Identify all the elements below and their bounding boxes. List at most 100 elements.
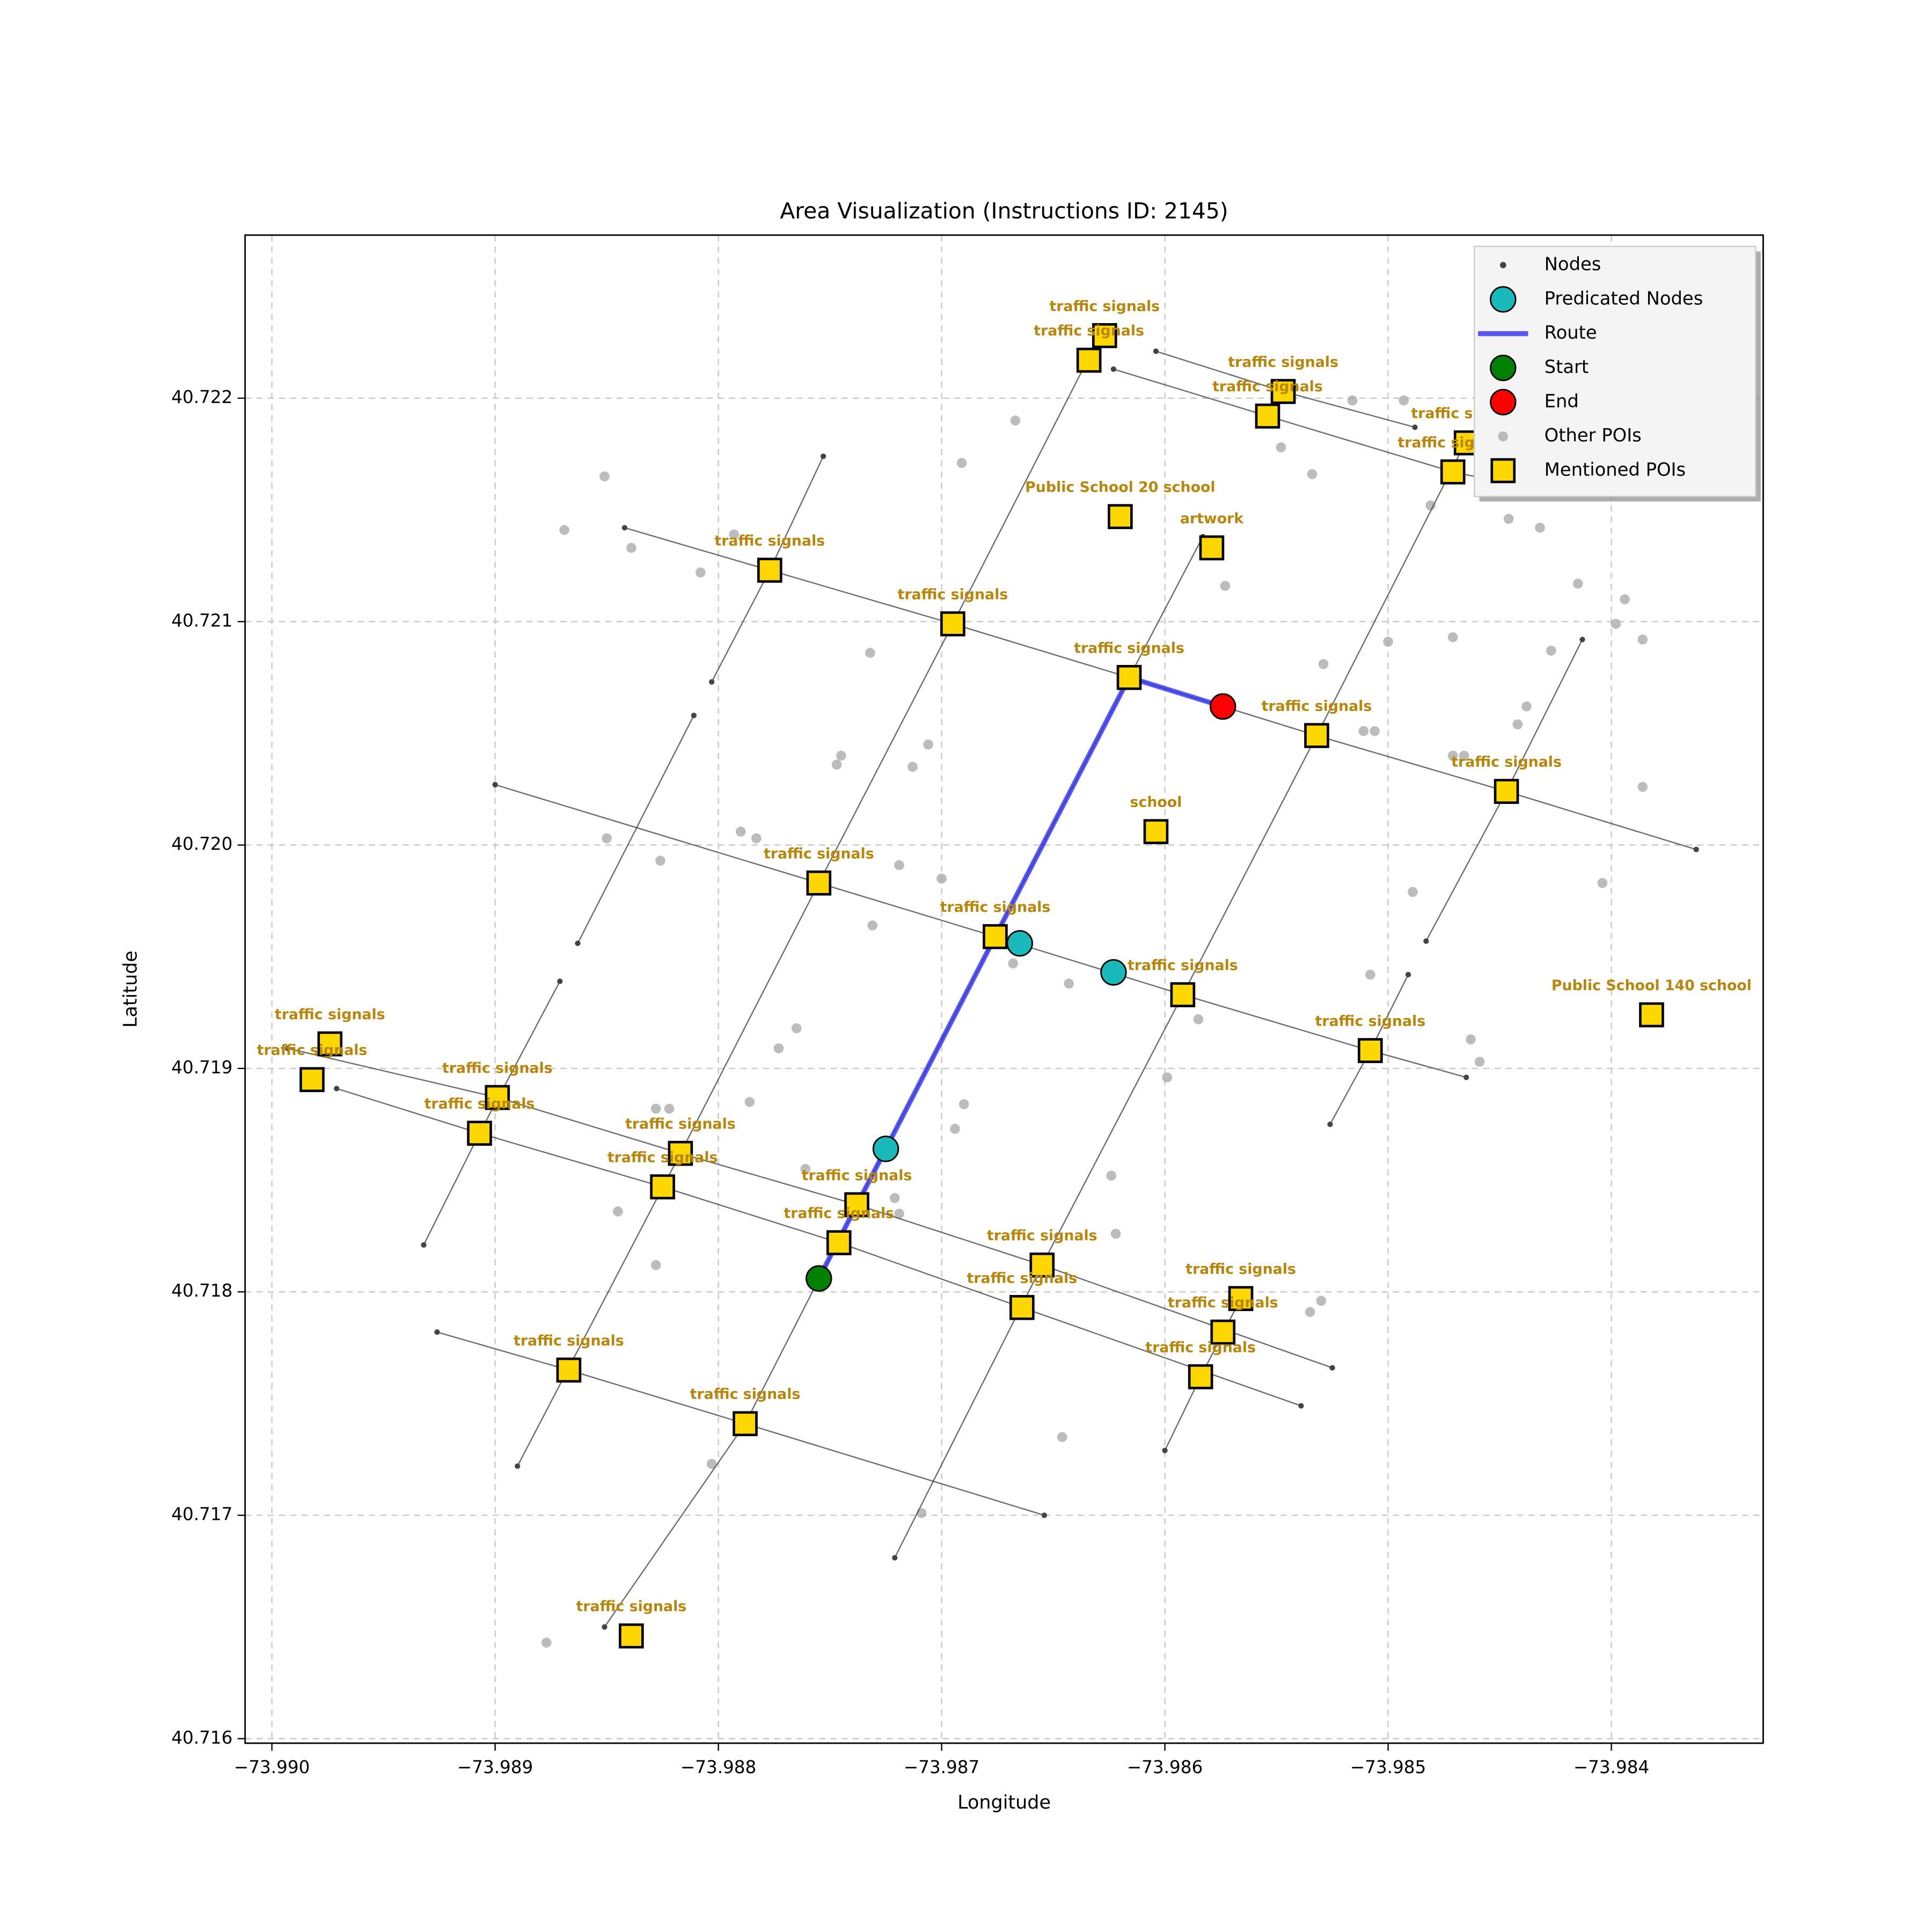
node — [1110, 366, 1117, 372]
other-poi — [664, 1103, 675, 1114]
poi-label: Public School 140 school — [1552, 977, 1752, 994]
poi-label: traffic signals — [1168, 1294, 1278, 1311]
y-tick-label: 40.721 — [171, 610, 232, 631]
street-edge — [437, 1331, 1045, 1516]
y-tick-label: 40.719 — [171, 1057, 232, 1078]
other-poi — [706, 1459, 717, 1469]
other-poi — [1637, 634, 1648, 645]
poi-label: traffic signals — [625, 1116, 736, 1132]
x-tick-label: −73.987 — [904, 1757, 979, 1777]
legend-label: Route — [1545, 322, 1597, 343]
node — [1153, 348, 1159, 354]
y-tick-label: 40.716 — [171, 1728, 232, 1748]
mentioned-poi — [556, 1357, 582, 1383]
other-poi — [1358, 726, 1369, 736]
predicted-node — [872, 1136, 899, 1162]
mentioned-poi — [1210, 1319, 1236, 1345]
node — [1298, 1403, 1304, 1409]
other-poi — [1064, 978, 1074, 989]
poi-label: artwork — [1180, 510, 1244, 527]
other-poi — [1193, 1014, 1204, 1024]
legend-label: End — [1545, 391, 1579, 412]
other-poi — [613, 1206, 623, 1217]
poi-label: traffic signals — [1228, 354, 1338, 370]
other-poi — [655, 855, 665, 866]
mentioned-poi — [299, 1067, 325, 1093]
x-tick-label: −73.988 — [680, 1757, 756, 1777]
x-tick-label: −73.985 — [1350, 1757, 1426, 1777]
node — [1405, 971, 1411, 978]
other-poi — [836, 750, 846, 761]
mentioned-poi — [1009, 1295, 1035, 1320]
other-poi — [889, 1193, 900, 1203]
legend-symbol — [1490, 286, 1517, 313]
mentioned-poi — [650, 1174, 675, 1199]
other-poi — [1408, 887, 1418, 897]
node — [621, 525, 628, 531]
other-poi — [599, 471, 610, 481]
mentioned-poi — [1440, 459, 1466, 485]
other-poi — [1474, 1057, 1485, 1067]
other-poi — [1106, 1170, 1117, 1181]
poi-label: traffic signals — [898, 586, 1008, 603]
other-poi — [735, 826, 746, 837]
poi-label: school — [1130, 794, 1182, 811]
legend-label: Other POIs — [1545, 425, 1642, 446]
other-poi — [650, 1103, 661, 1114]
poi-label: traffic signals — [1262, 698, 1372, 715]
other-poi — [1399, 395, 1409, 406]
other-poi — [1447, 632, 1458, 642]
other-poi — [1620, 594, 1630, 604]
mentioned-poi — [1228, 1286, 1254, 1311]
other-poi — [1365, 969, 1375, 980]
x-tick-label: −73.990 — [234, 1757, 310, 1777]
x-tick-label: −73.984 — [1574, 1757, 1649, 1777]
mentioned-poi — [1076, 347, 1102, 373]
node — [492, 782, 498, 788]
predicted-node — [1100, 959, 1127, 986]
other-poi — [923, 739, 933, 750]
node — [284, 1045, 290, 1051]
other-poi — [1512, 719, 1523, 730]
poi-label: Public School 20 school — [1025, 479, 1215, 496]
legend-box — [1474, 245, 1757, 497]
poi-label: traffic signals — [764, 845, 874, 862]
mentioned-poi — [1357, 1038, 1383, 1063]
y-tick-label: 40.717 — [171, 1504, 232, 1525]
other-poi — [950, 1123, 960, 1134]
other-poi — [602, 833, 612, 844]
poi-label: traffic signals — [425, 1096, 535, 1113]
other-poi — [1220, 581, 1231, 591]
node — [1329, 1365, 1335, 1371]
other-poi — [1347, 395, 1358, 406]
node — [1423, 938, 1429, 944]
poi-label: traffic signals — [1034, 323, 1144, 339]
mentioned-poi — [1143, 819, 1169, 844]
mentioned-poi — [1304, 723, 1329, 748]
node — [708, 679, 715, 685]
poi-label: traffic signals — [1145, 1339, 1256, 1356]
other-poi — [1637, 782, 1648, 792]
other-poi — [1572, 579, 1583, 589]
other-poi — [1546, 646, 1556, 656]
poi-label: traffic signals — [608, 1149, 718, 1166]
legend-symbol — [1490, 354, 1517, 382]
mentioned-poi — [1494, 779, 1519, 804]
other-poi — [1597, 878, 1608, 888]
other-poi — [773, 1043, 784, 1053]
poi-label: traffic signals — [1049, 298, 1160, 314]
poi-label: traffic signals — [257, 1042, 368, 1059]
node — [334, 1086, 340, 1092]
poi-label: traffic signals — [714, 532, 825, 549]
other-poi — [1316, 1296, 1327, 1306]
other-poi — [865, 648, 875, 658]
poi-label: traffic signals — [1128, 957, 1238, 974]
other-poi — [1305, 1307, 1315, 1317]
street-edge — [577, 715, 694, 944]
other-poi — [1110, 1228, 1121, 1239]
node — [820, 453, 826, 459]
mentioned-poi — [757, 558, 782, 583]
poi-label: traffic signals — [1074, 640, 1184, 656]
mentioned-poi — [485, 1085, 510, 1110]
